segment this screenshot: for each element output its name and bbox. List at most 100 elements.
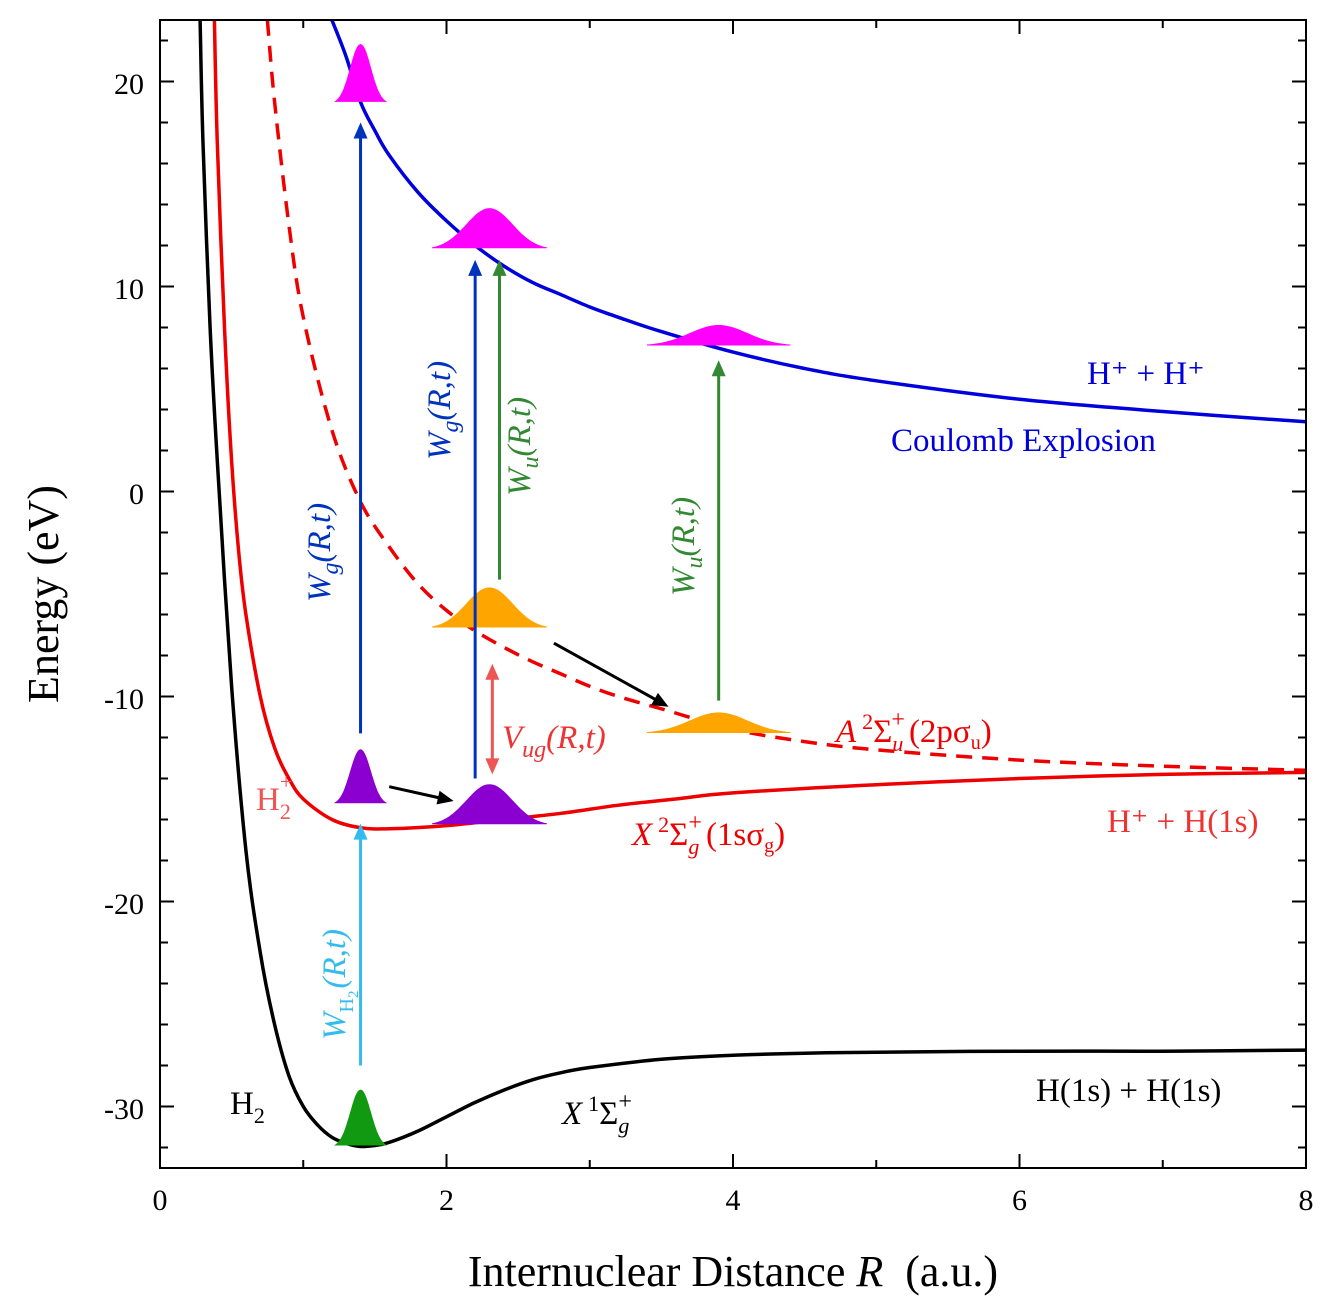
wavepackets bbox=[333, 44, 791, 1146]
vug-label-main: V bbox=[502, 720, 526, 756]
y-tick-label: -10 bbox=[104, 683, 144, 716]
a-state-rest-sub: u bbox=[971, 732, 981, 754]
wu-label-right: Wu(R,t) bbox=[666, 497, 708, 596]
wu-label-middle-args: (R,t) bbox=[502, 397, 538, 457]
transition-arrows bbox=[353, 122, 726, 1066]
y-axis-title: Energy (eV) bbox=[19, 485, 68, 703]
wg-label-left-sub: g bbox=[318, 563, 344, 575]
wavepacket bbox=[646, 324, 791, 346]
x-axis-title-text: Internuclear Distance bbox=[468, 1247, 856, 1296]
a-state-sigma: Σ bbox=[873, 714, 892, 750]
arrow-head bbox=[651, 692, 669, 707]
arrow-head bbox=[436, 790, 454, 805]
arrow-head bbox=[468, 259, 483, 276]
x-ion-state-plus: + bbox=[688, 810, 702, 836]
h2plus-sub: 2 bbox=[280, 799, 291, 824]
y-tick-label: -20 bbox=[104, 888, 144, 921]
x-neutral-state-label: X 1Σg+ bbox=[560, 1089, 632, 1138]
x-ion-state-close: ) bbox=[774, 817, 785, 853]
y-tick-label: 20 bbox=[114, 68, 144, 101]
series-line bbox=[265, 20, 1306, 773]
h2plus-label: H2 + bbox=[256, 769, 292, 824]
wg-label-left: Wg(R,t) bbox=[302, 503, 344, 602]
a-state-plus: + bbox=[891, 707, 905, 733]
x-ion-state-sub: g bbox=[688, 834, 699, 859]
h2plus-sup: + bbox=[280, 769, 292, 794]
vug-label-sub: ug bbox=[522, 737, 546, 763]
a-state-label: A 2Σu+ (2pσu) bbox=[834, 707, 992, 756]
wu-label-middle-main: W bbox=[502, 466, 538, 496]
y-tick-labels: -30 -20 -10 0 10 20 bbox=[104, 68, 144, 1126]
wh2-label-main: W bbox=[317, 1010, 353, 1040]
x-axis-title-units: (a.u.) bbox=[905, 1247, 998, 1296]
x-axis-title-var: R bbox=[855, 1247, 883, 1296]
y-tick-label: -30 bbox=[104, 1093, 144, 1126]
arrow-head bbox=[485, 663, 500, 680]
wg-label-left-args: (R,t) bbox=[302, 503, 338, 563]
a-state-letter: A bbox=[834, 714, 857, 750]
h2plus-main: H bbox=[256, 782, 280, 818]
wu-label-right-sub: u bbox=[682, 557, 708, 569]
x-ion-state-letter: X bbox=[630, 817, 654, 853]
x-neutral-state-sub: g bbox=[618, 1113, 629, 1138]
arrow-head bbox=[492, 259, 507, 276]
wavepacket bbox=[333, 749, 388, 804]
coulomb-ions-label: H⁺ + H⁺ bbox=[1087, 356, 1205, 392]
a-state-rest: (2pσ bbox=[909, 714, 971, 750]
vug-label: Vug(R,t) bbox=[502, 720, 606, 763]
a-state-sub: u bbox=[892, 731, 903, 756]
wg-label-middle-main: W bbox=[422, 430, 458, 460]
arrow-head bbox=[485, 758, 500, 775]
h-plus-h1s-label: H⁺ + H(1s) bbox=[1107, 804, 1259, 840]
axis-ticks bbox=[159, 20, 1307, 1168]
x-axis-title: Internuclear Distance R (a.u.) bbox=[468, 1247, 998, 1296]
wh2-label-subsub: 2 bbox=[346, 991, 362, 999]
x-ion-state-sigma: Σ bbox=[669, 817, 688, 853]
x-neutral-state-letter: X bbox=[560, 1096, 584, 1132]
x-tick-label: 4 bbox=[726, 1184, 741, 1217]
arrow-shaft bbox=[553, 641, 658, 702]
wg-label-left-main: W bbox=[302, 572, 338, 602]
series-line bbox=[330, 20, 1306, 424]
x-ion-state-rest-sub: g bbox=[764, 835, 774, 857]
a-state-sup: 2 bbox=[862, 709, 873, 734]
coulomb-explosion-label: Coulomb Explosion bbox=[891, 423, 1156, 459]
wu-label-right-main: W bbox=[666, 566, 702, 596]
a-state-close: ) bbox=[981, 714, 992, 750]
x-neutral-state-sup: 1 bbox=[588, 1091, 599, 1116]
wg-label-middle-args: (R,t) bbox=[422, 361, 458, 421]
wh2-label: WH2 (R,t) bbox=[317, 929, 362, 1040]
h2-sub: 2 bbox=[254, 1103, 265, 1128]
y-tick-label: 0 bbox=[129, 478, 144, 511]
vug-label-args: (R,t) bbox=[546, 720, 606, 756]
x-tick-labels: 0 2 4 6 8 bbox=[153, 1184, 1314, 1217]
annotations: H⁺ + H⁺ Coulomb Explosion Wg(R,t) Wg(R,t… bbox=[230, 356, 1259, 1138]
wh2-label-sub: H bbox=[336, 998, 358, 1012]
series-line bbox=[198, 20, 1306, 1149]
wavepacket bbox=[334, 1089, 388, 1146]
arrow-shaft bbox=[388, 785, 441, 800]
x-neutral-state-sigma: Σ bbox=[599, 1096, 618, 1132]
x-tick-label: 8 bbox=[1299, 1184, 1314, 1217]
h2-label: H2 bbox=[230, 1086, 265, 1128]
x-neutral-state-plus: + bbox=[618, 1089, 632, 1115]
wavepacket bbox=[432, 208, 547, 249]
arrow-head bbox=[353, 122, 368, 139]
wh2-label-args: (R,t) bbox=[317, 929, 353, 989]
h1s-h1s-label: H(1s) + H(1s) bbox=[1036, 1073, 1221, 1109]
x-ion-state-sup: 2 bbox=[658, 812, 669, 837]
x-tick-label: 2 bbox=[439, 1184, 454, 1217]
y-tick-label: 10 bbox=[114, 273, 144, 306]
wu-label-middle-sub: u bbox=[518, 457, 544, 469]
wavepacket bbox=[334, 44, 388, 102]
potential-curves bbox=[198, 20, 1306, 1149]
arrow-head bbox=[353, 823, 368, 840]
x-ion-state-rest: (1sσ bbox=[706, 817, 764, 853]
arrow-head bbox=[711, 360, 726, 377]
wavepacket bbox=[432, 784, 547, 825]
x-tick-label: 6 bbox=[1012, 1184, 1027, 1217]
wg-label-middle: Wg(R,t) bbox=[422, 361, 464, 460]
x-ion-state-label: X 2Σg+ (1sσg) bbox=[630, 810, 785, 859]
wu-label-middle: Wu(R,t) bbox=[502, 397, 544, 496]
